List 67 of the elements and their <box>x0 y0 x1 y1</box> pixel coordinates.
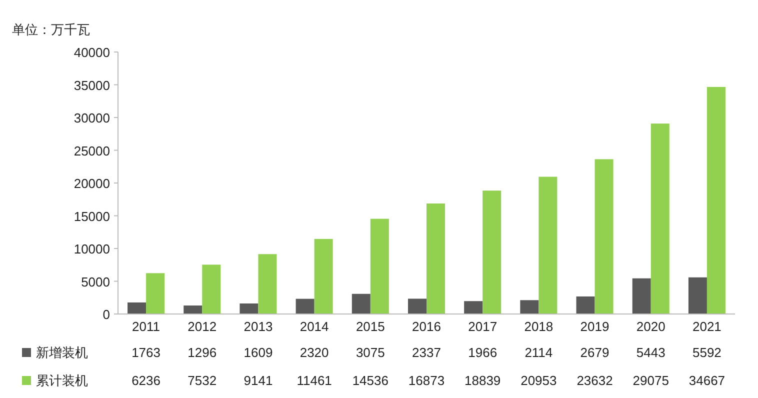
bar <box>184 306 202 314</box>
y-tick-label: 30000 <box>74 110 110 126</box>
bar <box>650 124 670 314</box>
bar <box>202 264 221 314</box>
bar <box>240 303 258 314</box>
data-label: 7532 <box>188 373 217 388</box>
data-label: 2114 <box>524 345 553 360</box>
bar <box>538 176 558 314</box>
y-tick-label: 15000 <box>74 208 110 224</box>
data-label: 34667 <box>688 373 726 388</box>
y-tick-label: 35000 <box>74 78 110 93</box>
bar <box>632 278 651 314</box>
x-tick-label: 2019 <box>580 319 610 334</box>
y-tick-label: 0 <box>102 307 110 322</box>
data-label: 20953 <box>520 373 557 388</box>
bar <box>482 190 502 314</box>
bar <box>594 159 614 314</box>
y-tick-label: 20000 <box>74 176 110 191</box>
bar <box>258 254 277 314</box>
data-label: 1609 <box>244 345 273 360</box>
data-label: 2337 <box>412 345 441 360</box>
x-tick-label: 2020 <box>636 319 666 334</box>
bar <box>128 302 146 314</box>
bar <box>576 296 595 314</box>
x-tick-label: 2011 <box>132 319 160 334</box>
data-label: 29075 <box>632 373 669 388</box>
y-tick-label: 10000 <box>74 242 110 256</box>
data-label: 6236 <box>132 373 161 388</box>
x-tick-label: 2013 <box>244 319 273 334</box>
data-label: 1296 <box>188 345 217 360</box>
x-tick-label: 2021 <box>692 319 722 334</box>
data-label: 14536 <box>352 373 388 388</box>
bar <box>426 203 446 314</box>
data-label: 2679 <box>580 345 610 360</box>
bar <box>520 300 539 314</box>
data-label: 5592 <box>692 345 722 360</box>
y-tick-label: 25000 <box>74 143 110 158</box>
bar <box>706 86 726 314</box>
x-tick-label: 2014 <box>300 319 329 334</box>
data-label: 1966 <box>468 345 498 360</box>
legend-label: 累计装机 <box>36 373 88 388</box>
bar <box>408 298 426 314</box>
legend-label: 新增装机 <box>36 345 88 360</box>
data-label: 11461 <box>296 373 332 388</box>
bar <box>464 301 483 314</box>
bar <box>146 273 165 314</box>
data-label: 5443 <box>636 345 666 360</box>
x-tick-label: 2012 <box>188 319 217 334</box>
y-tick-label: 5000 <box>81 274 110 290</box>
x-tick-label: 2018 <box>524 319 554 334</box>
data-label: 9141 <box>244 373 273 388</box>
data-label: 18839 <box>464 373 501 388</box>
data-label: 16873 <box>408 373 445 388</box>
bar <box>352 294 370 314</box>
bar <box>296 298 314 314</box>
bar <box>314 238 333 314</box>
y-tick-label: 40000 <box>74 45 110 60</box>
x-tick-label: 2017 <box>468 319 498 334</box>
bar <box>688 277 707 314</box>
data-label: 2320 <box>300 345 329 360</box>
data-label: 23632 <box>576 373 613 388</box>
data-label: 1763 <box>132 345 161 360</box>
data-label: 3075 <box>356 345 385 360</box>
x-tick-label: 2016 <box>412 319 441 334</box>
x-tick-label: 2015 <box>356 319 385 334</box>
bar <box>370 218 389 314</box>
y-axis-title: 单位：万千瓦 <box>12 22 90 37</box>
